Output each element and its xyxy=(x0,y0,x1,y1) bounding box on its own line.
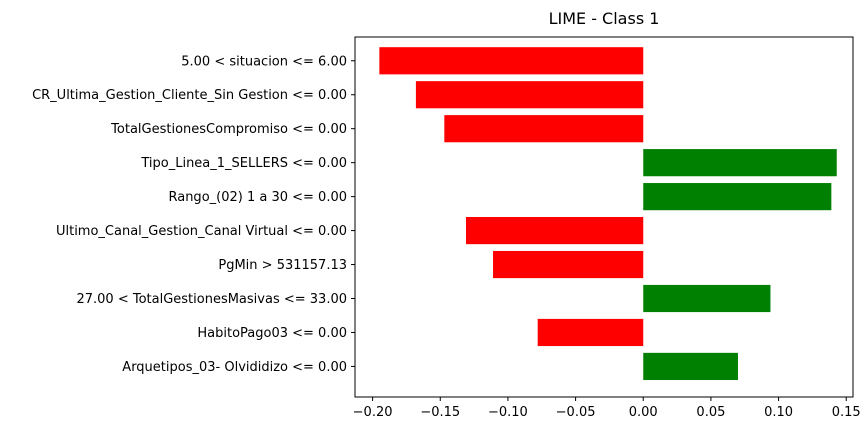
chart-title: LIME - Class 1 xyxy=(549,9,660,28)
bar xyxy=(643,284,771,313)
bar xyxy=(643,352,738,381)
y-tick-label: HabitoPago03 <= 0.00 xyxy=(197,326,347,341)
bar xyxy=(643,183,832,211)
x-tick-label: 0.10 xyxy=(764,405,793,420)
y-tick-label: TotalGestionesCompromiso <= 0.00 xyxy=(110,122,347,137)
y-tick-labels: 5.00 < situacion <= 6.00 CR_Ultima_Gestio… xyxy=(32,54,347,375)
bars-layer xyxy=(379,47,837,381)
bar xyxy=(643,149,837,177)
plot-frame xyxy=(354,36,854,398)
bar xyxy=(415,81,644,109)
x-tick-label: 0.00 xyxy=(629,405,658,420)
y-tick-label: Rango_(02) 1 a 30 <= 0.00 xyxy=(168,190,347,205)
x-tick-label: −0.20 xyxy=(353,405,393,420)
x-tick-label: −0.05 xyxy=(556,405,596,420)
y-tick-label: Tipo_Linea_1_SELLERS <= 0.00 xyxy=(140,156,347,171)
bar xyxy=(493,250,644,279)
y-tick-label: 27.00 < TotalGestionesMasivas <= 33.00 xyxy=(76,292,347,307)
x-tick-label: 0.05 xyxy=(696,405,725,420)
y-tick-label: 5.00 < situacion <= 6.00 xyxy=(181,54,347,69)
bar xyxy=(465,217,644,245)
bar xyxy=(379,47,644,75)
x-tick-label: −0.15 xyxy=(420,405,460,420)
axes-layer xyxy=(351,36,854,398)
y-tick-label: CR_Ultima_Gestion_Cliente_Sin Gestion <=… xyxy=(32,88,347,103)
y-tick-label: PgMin > 531157.13 xyxy=(218,258,347,273)
y-tick-label: Arquetipos_03- Olvididizo <= 0.00 xyxy=(122,360,347,375)
x-tick-label: 0.15 xyxy=(832,405,861,420)
y-tick-label: Ultimo_Canal_Gestion_Canal Virtual <= 0.… xyxy=(56,224,347,239)
x-ticks: −0.20 −0.15 −0.10 −0.05 0.00 0.05 0.10 0.15 xyxy=(353,397,861,420)
bar xyxy=(444,115,644,143)
bar xyxy=(537,318,644,347)
x-tick-label: −0.10 xyxy=(488,405,528,420)
